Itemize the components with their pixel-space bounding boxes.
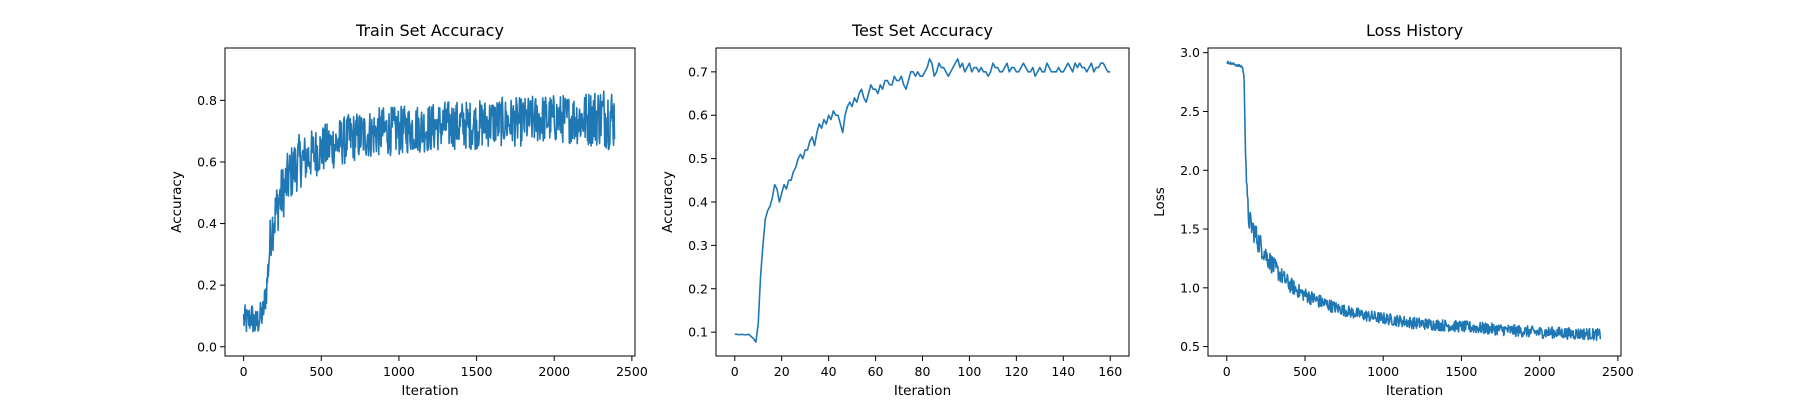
y-tick-label: 0.0: [197, 339, 217, 354]
x-tick-label: 1500: [461, 364, 493, 379]
x-axis-label: Iteration: [894, 383, 951, 399]
y-tick-label: 0.4: [197, 216, 217, 231]
y-tick-label: 0.8: [197, 93, 217, 108]
x-tick-label: 2000: [538, 364, 570, 379]
x-tick-label: 100: [958, 364, 982, 379]
y-tick-label: 0.3: [688, 238, 708, 253]
series-line-1-1: [242, 90, 616, 333]
y-tick-label: 1.5: [1180, 222, 1200, 237]
axes-frame: [1207, 47, 1622, 357]
axes-frame: [715, 47, 1130, 357]
x-tick-label: 40: [821, 364, 837, 379]
x-tick-label: 120: [1004, 364, 1028, 379]
x-tick-label: 1000: [1367, 364, 1399, 379]
y-tick-label: 0.2: [688, 281, 708, 296]
y-tick-label: 0.1: [688, 325, 708, 340]
series-line-3-1: [1226, 60, 1602, 342]
x-tick-label: 2000: [1524, 364, 1556, 379]
y-tick-label: 0.4: [688, 195, 708, 210]
x-tick-label: 500: [1293, 364, 1317, 379]
chart-panel-1: 0 500 1000 1500 2000 2500 0.0 0.2 0.4 0.6 0.8 Train…: [169, 21, 648, 399]
y-tick-label: 2.0: [1180, 163, 1200, 178]
y-tick-label: 0.6: [688, 108, 708, 123]
chart-title: Loss History: [1366, 21, 1463, 40]
y-tick-label: 0.7: [688, 64, 708, 79]
x-tick-label: 0: [731, 364, 739, 379]
chart-title: Test Set Accuracy: [851, 21, 993, 40]
x-tick-label: 140: [1051, 364, 1075, 379]
x-tick-label: 20: [774, 364, 790, 379]
x-tick-label: 500: [309, 364, 333, 379]
chart-panel-3: 0 500 1000 1500 2000 2500 0.5 1.0 1.5 2.0 2.5 3.0 Lo…: [1152, 21, 1634, 399]
x-tick-label: 1500: [1446, 364, 1478, 379]
y-axis-label: Loss: [1152, 187, 1168, 217]
x-tick-label: 2500: [1602, 364, 1634, 379]
x-axis-label: Iteration: [401, 383, 458, 399]
axes-frame: [224, 47, 636, 357]
y-tick-label: 3.0: [1180, 45, 1200, 60]
y-axis-label: Accuracy: [169, 171, 185, 233]
x-tick-label: 60: [868, 364, 884, 379]
series-line-2-1: [734, 58, 1111, 343]
x-tick-label: 2500: [616, 364, 648, 379]
x-tick-label: 0: [240, 364, 248, 379]
y-tick-label: 0.6: [197, 154, 217, 169]
y-tick-label: 0.5: [1180, 339, 1200, 354]
x-tick-label: 80: [915, 364, 931, 379]
x-tick-label: 1000: [383, 364, 415, 379]
y-tick-label: 1.0: [1180, 280, 1200, 295]
y-tick-label: 2.5: [1180, 104, 1200, 119]
x-tick-label: 0: [1223, 364, 1231, 379]
y-tick-label: 0.5: [688, 151, 708, 166]
chart-title: Train Set Accuracy: [355, 21, 504, 40]
x-tick-label: 160: [1098, 364, 1122, 379]
chart-panel-2: 0 20 40 60 80 100 120 140 160 0.1 0.2 0.3 0.4 0.5 0.6 0…: [660, 21, 1130, 399]
y-tick-label: 0.2: [197, 278, 217, 293]
y-axis-label: Accuracy: [660, 171, 676, 233]
x-axis-label: Iteration: [1386, 383, 1443, 399]
